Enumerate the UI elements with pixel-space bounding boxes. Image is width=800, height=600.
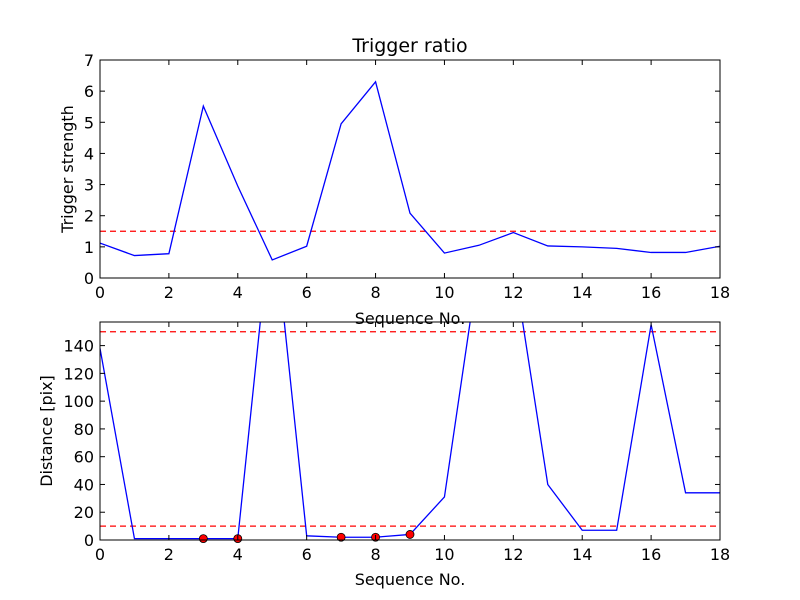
x-axis-label: Sequence No.: [355, 570, 466, 589]
y-tick-label: 100: [63, 392, 94, 411]
chart-title: Trigger ratio: [351, 35, 467, 57]
y-tick-label: 80: [74, 420, 94, 439]
x-tick-label: 0: [95, 283, 105, 302]
x-tick-label: 10: [434, 283, 454, 302]
y-tick-label: 140: [63, 337, 94, 356]
x-tick-label: 2: [164, 545, 174, 564]
x-tick-label: 10: [434, 545, 454, 564]
y-tick-label: 1: [84, 238, 94, 257]
x-axis-label: Sequence No.: [355, 309, 466, 328]
y-tick-label: 20: [74, 503, 94, 522]
y-tick-label: 60: [74, 448, 94, 467]
marker-point-7: [336, 532, 346, 542]
y-tick-label: 0: [84, 531, 94, 550]
y-tick-label: 6: [84, 82, 94, 101]
plot-area: [100, 322, 720, 540]
x-tick-label: 18: [710, 545, 730, 564]
x-tick-label: 6: [302, 545, 312, 564]
y-tick-label: 7: [84, 51, 94, 70]
x-tick-label: 6: [302, 283, 312, 302]
y-tick-label: 120: [63, 364, 94, 383]
x-tick-label: 0: [95, 545, 105, 564]
x-tick-label: 18: [710, 283, 730, 302]
x-tick-label: 16: [641, 283, 661, 302]
x-tick-label: 14: [572, 283, 592, 302]
x-tick-label: 8: [370, 545, 380, 564]
y-tick-label: 5: [84, 113, 94, 132]
marker-point-3: [198, 534, 208, 544]
x-tick-label: 14: [572, 545, 592, 564]
series-line-1: [100, 322, 720, 540]
plot-area: [100, 80, 720, 261]
axes-frame: [99, 321, 721, 541]
x-tick-label: 4: [233, 283, 243, 302]
x-tick-label: 16: [641, 545, 661, 564]
chart-panel-2: 0 2 4 6 8 10 12 14 16 18 0 20 40 60 80 100 120 140 Sequenc…: [37, 321, 730, 589]
x-tick-label: 12: [503, 283, 523, 302]
x-tick-label: 12: [503, 545, 523, 564]
y-tick-label: 0: [84, 269, 94, 288]
y-tick-label: 4: [84, 144, 94, 163]
x-tick-label: 4: [233, 545, 243, 564]
marker-point-9: [405, 530, 415, 539]
y-tick-label: 40: [74, 475, 94, 494]
y-axis-label: Distance [pix]: [37, 375, 56, 487]
series-line-1: [100, 80, 720, 261]
y-tick-label: 3: [84, 176, 94, 195]
x-tick-label: 8: [370, 283, 380, 302]
y-axis-label: Trigger strength: [58, 105, 77, 234]
y-tick-label: 2: [84, 207, 94, 226]
axes-frame: [99, 59, 721, 279]
x-tick-label: 2: [164, 283, 174, 302]
